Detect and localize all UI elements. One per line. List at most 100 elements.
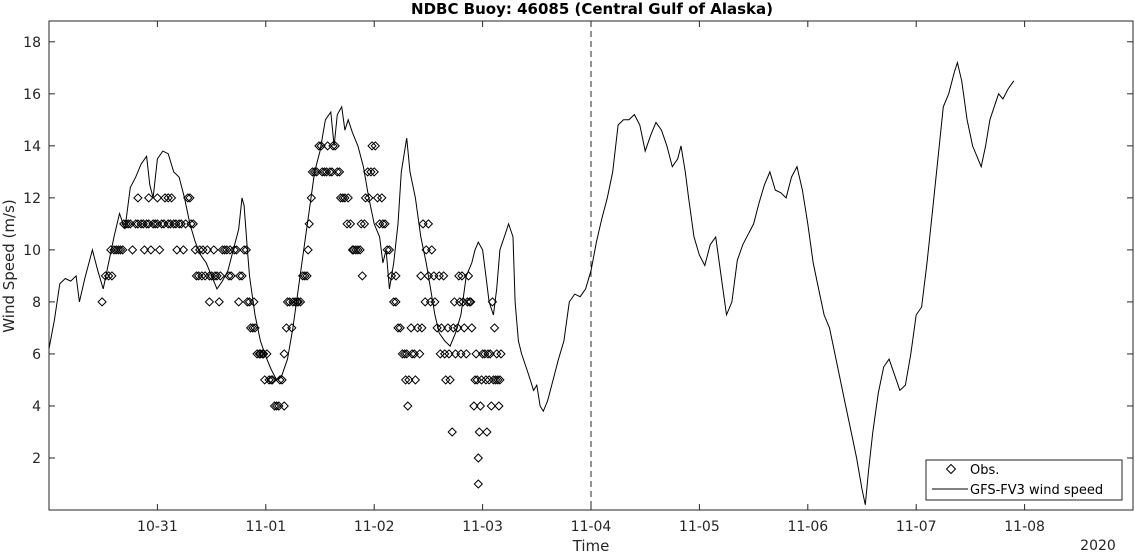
obs-point — [474, 427, 485, 437]
obs-point — [457, 271, 467, 281]
obs-point — [316, 141, 326, 151]
obs-point — [463, 271, 474, 281]
obs-point — [166, 193, 177, 203]
obs-point — [357, 271, 368, 281]
obs-point — [193, 271, 204, 281]
obs-point — [458, 297, 468, 307]
obs-point — [224, 271, 234, 281]
obs-point — [257, 349, 268, 359]
obs-point — [172, 245, 182, 255]
obs-point — [159, 219, 169, 229]
obs-point — [226, 271, 236, 281]
obs-point — [384, 245, 395, 255]
y-tick-label: 18 — [23, 35, 41, 51]
obs-point — [103, 271, 114, 281]
obs-point — [426, 245, 437, 255]
obs-point — [471, 349, 481, 359]
legend-obs-label: Obs. — [970, 463, 999, 478]
obs-point — [482, 427, 492, 437]
obs-point — [100, 271, 111, 281]
y-axis-label: Wind Speed (m/s) — [0, 199, 18, 332]
obs-point — [314, 141, 324, 151]
obs-point — [403, 401, 413, 411]
obs-point — [198, 245, 208, 255]
obs-point — [275, 375, 285, 385]
x-tick-label: 11-02 — [354, 519, 395, 535]
obs-point — [495, 375, 505, 385]
obs-point — [486, 401, 497, 411]
obs-point — [395, 323, 405, 333]
y-tick-label: 12 — [23, 191, 41, 207]
obs-point — [489, 323, 500, 333]
obs-point — [483, 349, 493, 359]
obs-point — [330, 141, 340, 151]
obs-point — [345, 219, 356, 229]
obs-point — [455, 297, 465, 307]
obs-point — [464, 297, 475, 307]
obs-point — [447, 427, 457, 437]
obs-point — [279, 401, 289, 411]
obs-point — [488, 375, 499, 385]
obs-point — [237, 271, 247, 281]
obs-point — [473, 453, 484, 463]
obs-point — [266, 375, 276, 385]
y-tick-label: 4 — [32, 399, 41, 415]
obs-point — [494, 401, 504, 411]
model-wind-line — [48, 60, 1015, 505]
obs-point — [332, 167, 343, 177]
obs-point — [348, 245, 359, 255]
obs-point — [459, 323, 469, 333]
obs-point — [454, 271, 464, 281]
x-axis: 10-31 11-01 11-02 11-03 11-04 11-05 11-06 11-07… — [137, 21, 1045, 535]
obs-point — [267, 375, 278, 385]
obs-point — [309, 167, 320, 177]
obs-point — [435, 349, 446, 359]
obs-point — [423, 219, 434, 229]
obs-point — [380, 219, 390, 229]
legend-box — [925, 459, 1123, 501]
y-tick-label: 8 — [32, 295, 41, 311]
obs-point — [143, 219, 154, 229]
obs-point — [245, 323, 256, 333]
obs-point — [123, 219, 133, 229]
y-tick-label: 10 — [23, 243, 41, 259]
obs-point — [194, 245, 205, 255]
x-tick-label: 10-31 — [137, 519, 178, 535]
y-tick-label: 16 — [23, 87, 41, 103]
obs-point — [279, 349, 289, 359]
y-tick-label: 14 — [23, 139, 41, 155]
obs-point — [204, 297, 215, 307]
obs-point — [481, 375, 491, 385]
obs-point — [364, 193, 374, 203]
obs-point — [484, 375, 494, 385]
obs-point — [152, 193, 163, 203]
obs-point — [250, 323, 260, 333]
obs-point — [163, 193, 173, 203]
obs-point — [406, 323, 416, 333]
obs-point — [117, 245, 128, 255]
obs-point — [242, 297, 253, 307]
obs-point — [244, 297, 255, 307]
obs-point — [255, 349, 266, 359]
obs-point — [391, 297, 401, 307]
obs-point — [146, 245, 156, 255]
obs-point — [133, 193, 143, 203]
obs-point — [160, 193, 170, 203]
obs-point — [340, 193, 350, 203]
x-tick-label: 11-05 — [679, 519, 720, 535]
obs-point — [241, 245, 252, 255]
obs-point — [121, 219, 131, 229]
obs-point — [215, 271, 226, 281]
obs-point — [222, 245, 232, 255]
obs-point — [351, 245, 361, 255]
obs-point — [111, 245, 121, 255]
obs-point — [434, 271, 444, 281]
obs-point — [425, 297, 436, 307]
obs-point — [107, 271, 117, 281]
obs-point — [399, 349, 410, 359]
obs-point — [262, 349, 272, 359]
obs-point — [334, 167, 345, 177]
x-tick-label: 11-06 — [787, 519, 828, 535]
obs-point — [452, 323, 463, 333]
obs-point — [264, 375, 274, 385]
